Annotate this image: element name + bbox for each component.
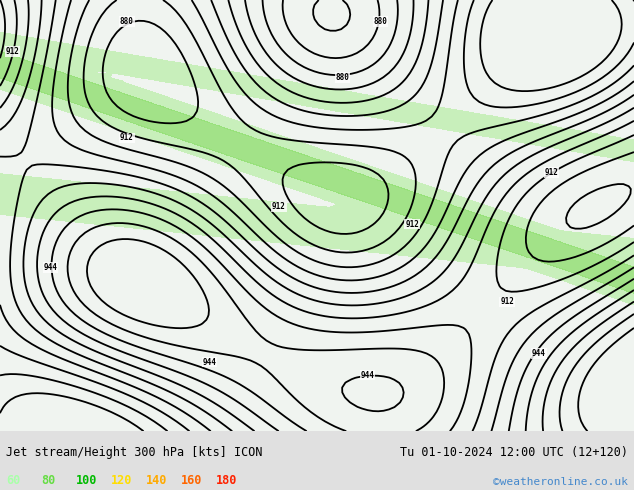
Text: Tu 01-10-2024 12:00 UTC (12+120): Tu 01-10-2024 12:00 UTC (12+120) xyxy=(399,446,628,459)
Text: ©weatheronline.co.uk: ©weatheronline.co.uk xyxy=(493,477,628,487)
Text: 944: 944 xyxy=(361,370,375,380)
Text: 944: 944 xyxy=(532,349,546,358)
Text: 944: 944 xyxy=(44,263,58,272)
Text: 140: 140 xyxy=(146,474,167,487)
Text: 120: 120 xyxy=(111,474,133,487)
Text: Jet stream/Height 300 hPa [kts] ICON: Jet stream/Height 300 hPa [kts] ICON xyxy=(6,446,263,459)
Text: 880: 880 xyxy=(373,17,387,26)
Text: 912: 912 xyxy=(272,202,286,212)
Text: 912: 912 xyxy=(545,168,559,177)
Text: 944: 944 xyxy=(202,358,216,367)
Text: 100: 100 xyxy=(76,474,98,487)
Text: 912: 912 xyxy=(120,133,134,143)
Text: 160: 160 xyxy=(181,474,202,487)
Text: 912: 912 xyxy=(500,297,514,306)
Text: 180: 180 xyxy=(216,474,237,487)
Text: 880: 880 xyxy=(335,73,349,82)
Text: 80: 80 xyxy=(41,474,55,487)
Text: 912: 912 xyxy=(6,47,20,56)
Text: 60: 60 xyxy=(6,474,20,487)
Text: 912: 912 xyxy=(405,220,419,229)
Text: 880: 880 xyxy=(120,17,134,26)
